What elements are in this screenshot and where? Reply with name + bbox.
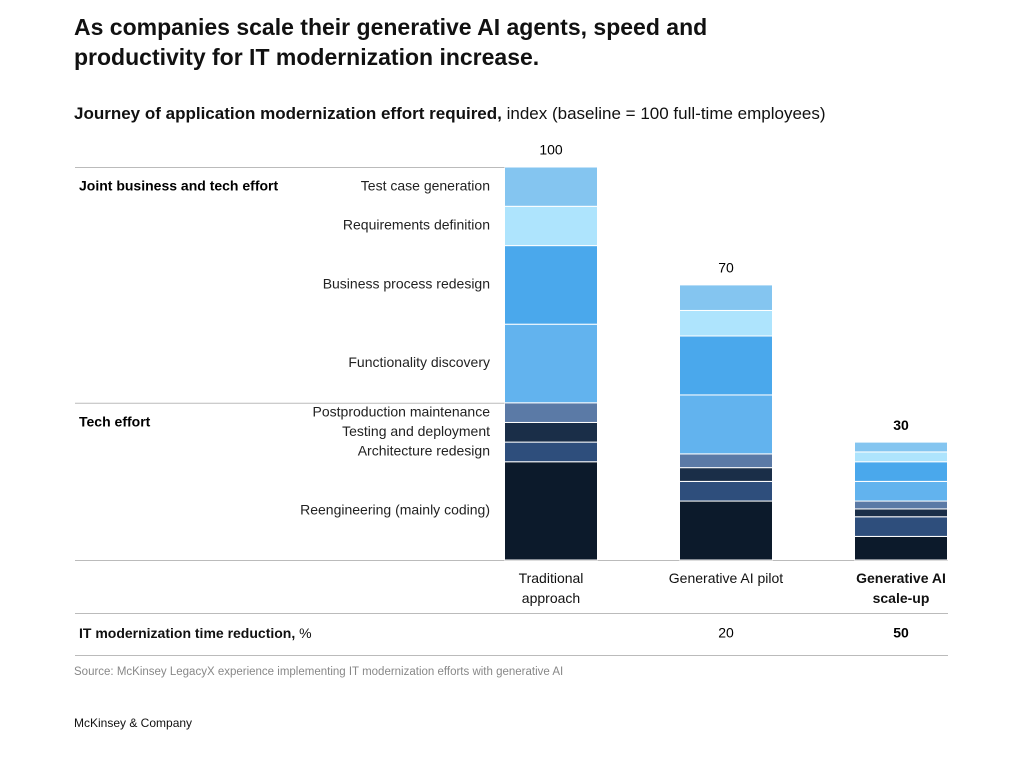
segment-label: Testing and deployment [342,423,490,439]
segment-label: Requirements definition [343,217,490,233]
group-label: Tech effort [79,414,151,430]
footer: McKinsey & Company [74,716,193,730]
bar-segment [679,467,773,482]
subtitle-text: index (baseline = 100 full-time employee… [506,104,826,123]
time-reduction-value: 20 [718,625,734,641]
bar-segment [679,500,773,561]
bar-segment [679,335,773,396]
bar-segment [504,402,598,423]
bar-segment [504,323,598,404]
bar-segment [854,461,948,482]
bar-segment [679,284,773,311]
subtitle: Journey of application modernization eff… [74,104,826,124]
bar-segment [854,500,948,510]
source: Source: McKinsey LegacyX experience impl… [74,666,564,678]
bar-segment [854,441,948,453]
bar-segment [504,205,598,247]
time-reduction-unit: % [299,625,312,641]
segment-label: Reengineering (mainly coding) [300,502,490,518]
bar-segment [854,480,948,502]
bar-segment [854,516,948,537]
bar-segment [504,166,598,207]
time-reduction-value: 50 [893,625,909,641]
total-label: 100 [539,142,563,158]
bar-segment [679,480,773,502]
category-label: Generative AI pilot [668,570,784,586]
total-label: 70 [718,260,734,276]
time-reduction-bold: IT modernization time reduction, [79,625,296,641]
subtitle-bold: Journey of application modernization eff… [74,104,502,123]
segment-label: Architecture redesign [358,443,490,459]
segment-label: Test case generation [361,177,490,193]
bar-segment [679,309,773,337]
bar-segment [854,535,948,561]
category-label: Traditional approach [518,570,584,606]
time-reduction-label: IT modernization time reduction, % [79,625,312,641]
title: As companies scale their generative AI a… [74,14,708,70]
category-label: Generative AI scale-up [856,570,946,606]
total-label: 30 [893,417,909,433]
bar-segment [679,453,773,469]
group-label: Joint business and tech effort [79,178,278,194]
bar-segment [854,508,948,518]
bar-segment [504,461,598,561]
bar-segment [854,451,948,463]
bar-segment [504,421,598,443]
segment-label: Functionality discovery [348,354,490,370]
bar-segment [679,394,773,455]
segment-label: Postproduction maintenance [313,403,491,419]
bar-segment [504,441,598,463]
bar-segment [504,245,598,325]
segment-label: Business process redesign [323,276,490,292]
